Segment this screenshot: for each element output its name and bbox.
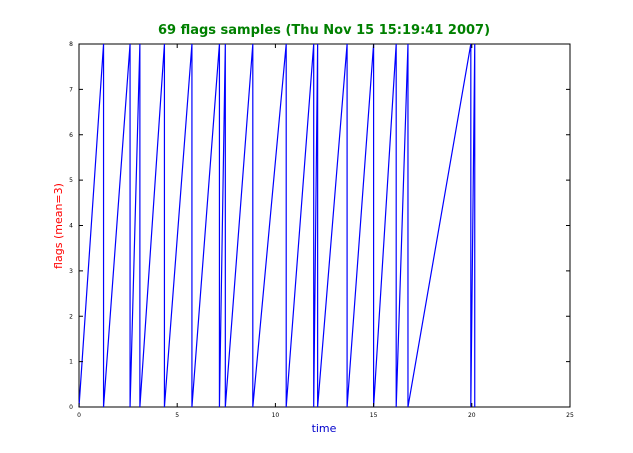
y-tick-label: 4 <box>69 223 73 230</box>
x-tick-label: 5 <box>175 412 179 419</box>
x-tick-label: 0 <box>77 412 81 419</box>
y-tick-label: 1 <box>69 359 73 366</box>
y-tick-label: 8 <box>69 41 73 48</box>
x-axis-label: time <box>312 422 337 435</box>
y-tick-label: 5 <box>69 177 73 184</box>
y-axis-label: flags (mean=3) <box>52 183 65 269</box>
y-tick-label: 7 <box>69 86 73 93</box>
x-tick-label: 15 <box>370 412 378 419</box>
chart-title: 69 flags samples (Thu Nov 15 15:19:41 20… <box>158 23 490 38</box>
plot-area <box>78 43 571 408</box>
series-layer <box>78 43 476 408</box>
y-axis-ticks: 0 1 2 3 4 5 6 7 8 <box>69 41 570 411</box>
y-tick-label: 3 <box>69 268 73 275</box>
y-tick-label: 6 <box>69 132 73 139</box>
y-tick-label: 0 <box>69 404 73 411</box>
y-tick-label: 2 <box>69 313 73 320</box>
x-tick-label: 10 <box>272 412 280 419</box>
x-axis-ticks: 0 5 10 15 20 25 <box>77 44 574 419</box>
x-tick-label: 25 <box>566 412 574 419</box>
x-tick-label: 20 <box>468 412 476 419</box>
series-line-0 <box>78 43 476 408</box>
